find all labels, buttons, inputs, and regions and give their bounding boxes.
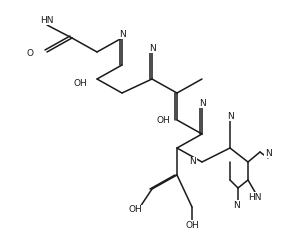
Text: HN: HN [248, 192, 262, 201]
Text: OH: OH [128, 205, 142, 214]
Text: N: N [199, 99, 205, 108]
Text: OH: OH [156, 115, 170, 124]
Text: OH: OH [185, 220, 199, 229]
Text: N: N [149, 44, 155, 53]
Text: OH: OH [73, 78, 87, 87]
Text: N: N [227, 111, 233, 120]
Text: N: N [190, 158, 196, 167]
Text: O: O [27, 49, 34, 58]
Text: HN: HN [40, 15, 54, 24]
Text: N: N [233, 201, 240, 210]
Text: N: N [265, 149, 271, 158]
Text: N: N [119, 29, 125, 38]
